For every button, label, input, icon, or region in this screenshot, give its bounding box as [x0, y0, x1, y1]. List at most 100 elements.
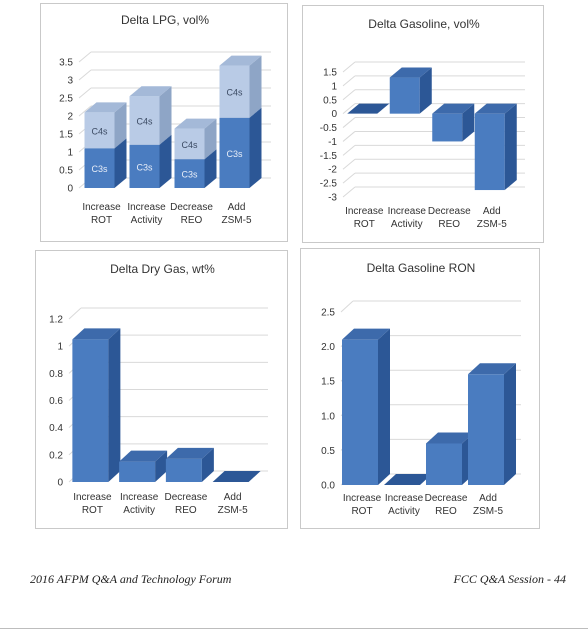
chart-gasoline: Delta Gasoline, vol% 1.5 1 0.5 0 -0.5 -1 -1.5 -2…	[320, 17, 525, 230]
x-tick-label: ROT	[351, 506, 372, 517]
x-tick-label: Activity	[131, 215, 163, 226]
y-tick-label: 2.0	[321, 342, 335, 353]
bar-front	[119, 461, 156, 482]
gridline-depth	[78, 69, 92, 81]
y-tick-label: 1.0	[321, 411, 335, 422]
bar-top	[426, 432, 474, 444]
bar-c4s-front	[129, 96, 160, 145]
bar-side	[504, 103, 517, 191]
gridline-depth	[342, 131, 356, 142]
bar-group	[72, 328, 121, 482]
x-tick-label: ZSM-5	[473, 506, 503, 517]
segment-label: C3s	[181, 170, 198, 180]
bar-group	[119, 450, 168, 482]
bar-front	[389, 77, 420, 114]
y-tick-label: 2	[67, 112, 73, 123]
bar-front	[426, 443, 462, 485]
y-tick-label: 3.5	[59, 58, 73, 69]
bar-top	[468, 363, 516, 375]
bottom-divider	[0, 628, 588, 629]
x-tick-label: REO	[438, 219, 460, 230]
bar-top	[342, 328, 390, 340]
bar-c4s-side	[249, 55, 262, 118]
gridline-depth	[68, 307, 82, 320]
gridline-depth	[342, 172, 356, 184]
y-tick-label: 0.4	[49, 423, 63, 434]
x-tick-label: ZSM-5	[222, 215, 252, 226]
y-tick-label: 0.8	[49, 369, 63, 380]
segment-label: C3s	[226, 149, 243, 159]
x-tick-label: ROT	[354, 219, 375, 230]
x-tick-label: Decrease	[164, 492, 207, 503]
x-tick-label: Increase	[388, 206, 427, 217]
bar-top	[72, 328, 121, 340]
x-tick-label: Decrease	[425, 493, 468, 504]
bar-c3s-front	[84, 148, 115, 188]
y-tick-label: 2.5	[59, 94, 73, 105]
bar-c4s-top	[129, 86, 172, 97]
y-tick-label: 1	[331, 81, 337, 92]
bar-c4s-side	[114, 102, 127, 149]
bar-top	[432, 103, 475, 114]
gridline-depth	[342, 117, 356, 128]
bar-c3s-side	[204, 149, 217, 188]
y-tick-label: -0.5	[320, 123, 338, 134]
bar-group	[347, 103, 390, 114]
bar-side	[108, 328, 121, 482]
bar-front	[165, 458, 202, 482]
bar-c3s-front	[219, 117, 250, 188]
y-tick-label: 0	[57, 478, 63, 489]
y-tick-label: -2	[328, 165, 337, 176]
bar-side	[378, 328, 390, 485]
gridline-depth	[78, 87, 92, 99]
bar-group	[474, 103, 517, 191]
y-tick-label: 1.2	[49, 315, 63, 326]
bar-front	[342, 339, 378, 485]
bar-front	[468, 374, 504, 485]
x-tick-label: Add	[483, 206, 501, 217]
bar-flat	[347, 103, 390, 114]
bar-c3s-front	[129, 144, 160, 188]
y-tick-label: 1.5	[323, 68, 337, 79]
bar-side	[462, 103, 475, 142]
bar-c4s-side	[204, 118, 217, 160]
x-tick-label: Increase	[345, 206, 384, 217]
x-tick-label: Add	[479, 493, 497, 504]
chart-lpg: Delta LPG, vol% 0 0.5 1 1.5 2 2.5 3 3.5 C3s C4s Inc…	[59, 13, 271, 226]
bar-group: C3s C4s	[219, 55, 262, 188]
x-tick-label: Increase	[127, 202, 166, 213]
x-tick-label: Activity	[391, 219, 423, 230]
bar-side	[504, 363, 516, 485]
x-tick-label: ROT	[82, 505, 103, 516]
y-tick-label: 0	[67, 184, 73, 195]
chart-dry-gas: Delta Dry Gas, wt% 0 0.2 0.4 0.6 0.8 1 1.2 Incre…	[49, 262, 268, 516]
bar-front	[432, 113, 463, 142]
footer-session-text: FCC Q&A Session - 44	[453, 572, 566, 586]
x-tick-label: Increase	[82, 202, 121, 213]
y-tick-label: -2.5	[320, 179, 338, 190]
bar-group	[212, 471, 261, 482]
chart-panel-dry-gas: Delta Dry Gas, wt% 0 0.2 0.4 0.6 0.8 1 1.2 Incre…	[35, 250, 288, 529]
bar-group	[426, 432, 474, 485]
y-tick-label: 0.6	[49, 396, 63, 407]
chart-panel-gasoline-ron: Delta Gasoline RON 0.0 0.5 1.0 1.5 2.0 2.5 Incr…	[300, 248, 540, 529]
gridline-depth	[342, 144, 356, 156]
segment-label: C4s	[91, 126, 108, 136]
y-tick-label: 1.5	[321, 377, 335, 388]
bar-group: C3s C4s	[84, 102, 127, 188]
x-tick-label: Increase	[343, 493, 382, 504]
x-tick-label: REO	[181, 215, 203, 226]
y-tick-label: 2.5	[321, 308, 335, 319]
chart-title: Delta Gasoline, vol%	[368, 17, 480, 31]
chart-title: Delta Dry Gas, wt%	[110, 262, 215, 276]
y-tick-label: -3	[328, 193, 337, 204]
bar-group	[342, 328, 390, 485]
x-tick-label: ZSM-5	[477, 219, 507, 230]
bar-group: C3s C4s	[174, 118, 217, 188]
bar-c3s-front	[174, 159, 205, 188]
segment-label: C4s	[136, 117, 153, 127]
y-tick-label: -1.5	[320, 151, 338, 162]
bar-side	[155, 450, 168, 482]
bar-group	[432, 103, 475, 142]
bar-side	[419, 67, 432, 114]
